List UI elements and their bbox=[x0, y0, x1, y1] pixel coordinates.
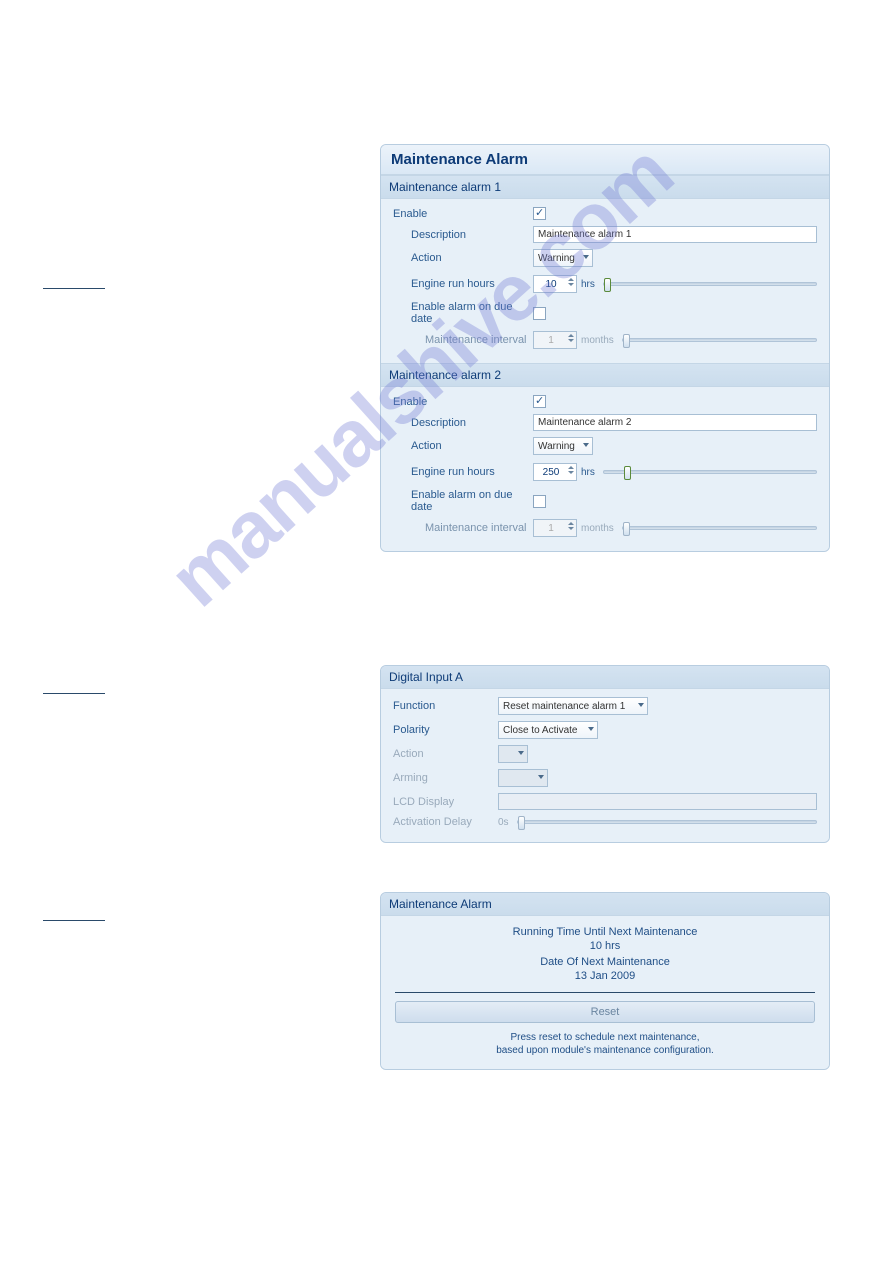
chevron-down-icon bbox=[638, 703, 644, 707]
maintenance-alarm-panel: Maintenance Alarm Maintenance alarm 1 En… bbox=[380, 144, 830, 552]
chevron-down-icon bbox=[588, 727, 594, 731]
alarm1-desc-input[interactable] bbox=[533, 226, 817, 243]
spinner-arrows-icon bbox=[566, 277, 575, 291]
digital-input-body: Function Reset maintenance alarm 1 Polar… bbox=[381, 689, 829, 842]
di-arming-select bbox=[498, 769, 548, 787]
alarm1-duedate-label: Enable alarm on due date bbox=[393, 301, 533, 325]
di-polarity-value: Close to Activate bbox=[503, 725, 577, 736]
alarm1-interval-value: 1 bbox=[548, 335, 554, 346]
alarm2-action-select[interactable]: Warning bbox=[533, 437, 593, 455]
reset-running-value: 10 hrs bbox=[395, 940, 815, 952]
alarm2-desc-label: Description bbox=[393, 417, 533, 429]
reset-button[interactable]: Reset bbox=[395, 1001, 815, 1023]
reset-running-label: Running Time Until Next Maintenance bbox=[395, 926, 815, 938]
reset-body: Running Time Until Next Maintenance 10 h… bbox=[381, 916, 829, 1069]
di-lcd-label: LCD Display bbox=[393, 796, 498, 808]
alarm2-interval-unit: months bbox=[581, 523, 614, 534]
alarm1-interval-spinner: 1 bbox=[533, 331, 577, 349]
alarm1-hours-label: Engine run hours bbox=[393, 278, 533, 290]
spinner-arrows-icon bbox=[566, 333, 575, 347]
chevron-down-icon bbox=[583, 255, 589, 259]
alarm2-body: Enable Description Action Warning Engine… bbox=[381, 387, 829, 551]
di-action-select bbox=[498, 745, 528, 763]
alarm1-header: Maintenance alarm 1 bbox=[381, 175, 829, 199]
alarm1-hours-value: 10 bbox=[545, 279, 556, 290]
alarm1-interval-slider bbox=[622, 338, 817, 342]
di-polarity-label: Polarity bbox=[393, 724, 498, 736]
alarm1-duedate-checkbox[interactable] bbox=[533, 307, 546, 320]
alarm2-interval-label: Maintenance interval bbox=[393, 522, 533, 534]
reset-panel-title: Maintenance Alarm bbox=[381, 893, 829, 916]
di-delay-slider bbox=[517, 820, 817, 824]
slider-thumb bbox=[623, 522, 630, 536]
alarm2-hours-spinner[interactable]: 250 bbox=[533, 463, 577, 481]
chevron-down-icon bbox=[538, 775, 544, 779]
slider-thumb[interactable] bbox=[624, 466, 631, 480]
alarm2-hours-value: 250 bbox=[543, 467, 560, 478]
digital-input-panel: Digital Input A Function Reset maintenan… bbox=[380, 665, 830, 843]
alarm1-interval-unit: months bbox=[581, 335, 614, 346]
slider-thumb bbox=[518, 816, 525, 830]
alarm2-hours-slider[interactable] bbox=[603, 470, 817, 474]
alarm1-interval-label: Maintenance interval bbox=[393, 334, 533, 346]
di-function-value: Reset maintenance alarm 1 bbox=[503, 701, 625, 712]
alarm1-hours-slider[interactable] bbox=[603, 282, 817, 286]
alarm1-action-value: Warning bbox=[538, 253, 575, 264]
spinner-arrows-icon bbox=[566, 465, 575, 479]
alarm1-action-select[interactable]: Warning bbox=[533, 249, 593, 267]
panel-title: Maintenance Alarm bbox=[381, 145, 829, 175]
left-rule-1 bbox=[43, 288, 105, 289]
reset-date-value: 13 Jan 2009 bbox=[395, 970, 815, 982]
di-delay-label: Activation Delay bbox=[393, 816, 498, 828]
di-polarity-select[interactable]: Close to Activate bbox=[498, 721, 598, 739]
alarm1-body: Enable Description Action Warning Engine… bbox=[381, 199, 829, 363]
alarm2-duedate-label: Enable alarm on due date bbox=[393, 489, 533, 513]
chevron-down-icon bbox=[583, 443, 589, 447]
di-function-label: Function bbox=[393, 700, 498, 712]
alarm2-desc-input[interactable] bbox=[533, 414, 817, 431]
alarm1-enable-label: Enable bbox=[393, 208, 533, 220]
alarm2-interval-slider bbox=[622, 526, 817, 530]
alarm1-enable-checkbox[interactable] bbox=[533, 207, 546, 220]
di-arming-label: Arming bbox=[393, 772, 498, 784]
alarm1-hours-unit: hrs bbox=[581, 279, 595, 290]
alarm2-enable-checkbox[interactable] bbox=[533, 395, 546, 408]
di-delay-value: 0s bbox=[498, 817, 509, 828]
alarm2-action-label: Action bbox=[393, 440, 533, 452]
alarm1-hours-spinner[interactable]: 10 bbox=[533, 275, 577, 293]
alarm2-enable-label: Enable bbox=[393, 396, 533, 408]
reset-date-label: Date Of Next Maintenance bbox=[395, 956, 815, 968]
di-action-label: Action bbox=[393, 748, 498, 760]
chevron-down-icon bbox=[518, 751, 524, 755]
digital-input-title: Digital Input A bbox=[381, 666, 829, 689]
divider bbox=[395, 992, 815, 993]
left-rule-3 bbox=[43, 920, 105, 921]
reset-footer-1: Press reset to schedule next maintenance… bbox=[395, 1031, 815, 1044]
alarm2-action-value: Warning bbox=[538, 441, 575, 452]
spinner-arrows-icon bbox=[566, 521, 575, 535]
alarm2-interval-spinner: 1 bbox=[533, 519, 577, 537]
maintenance-reset-panel: Maintenance Alarm Running Time Until Nex… bbox=[380, 892, 830, 1070]
left-rule-2 bbox=[43, 693, 105, 694]
alarm2-hours-label: Engine run hours bbox=[393, 466, 533, 478]
alarm2-duedate-checkbox[interactable] bbox=[533, 495, 546, 508]
slider-thumb[interactable] bbox=[604, 278, 611, 292]
reset-footer-2: based upon module's maintenance configur… bbox=[395, 1044, 815, 1057]
slider-thumb bbox=[623, 334, 630, 348]
di-lcd-input bbox=[498, 793, 817, 810]
alarm1-desc-label: Description bbox=[393, 229, 533, 241]
alarm2-interval-value: 1 bbox=[548, 523, 554, 534]
alarm2-header: Maintenance alarm 2 bbox=[381, 363, 829, 387]
alarm1-action-label: Action bbox=[393, 252, 533, 264]
di-function-select[interactable]: Reset maintenance alarm 1 bbox=[498, 697, 648, 715]
alarm2-hours-unit: hrs bbox=[581, 467, 595, 478]
